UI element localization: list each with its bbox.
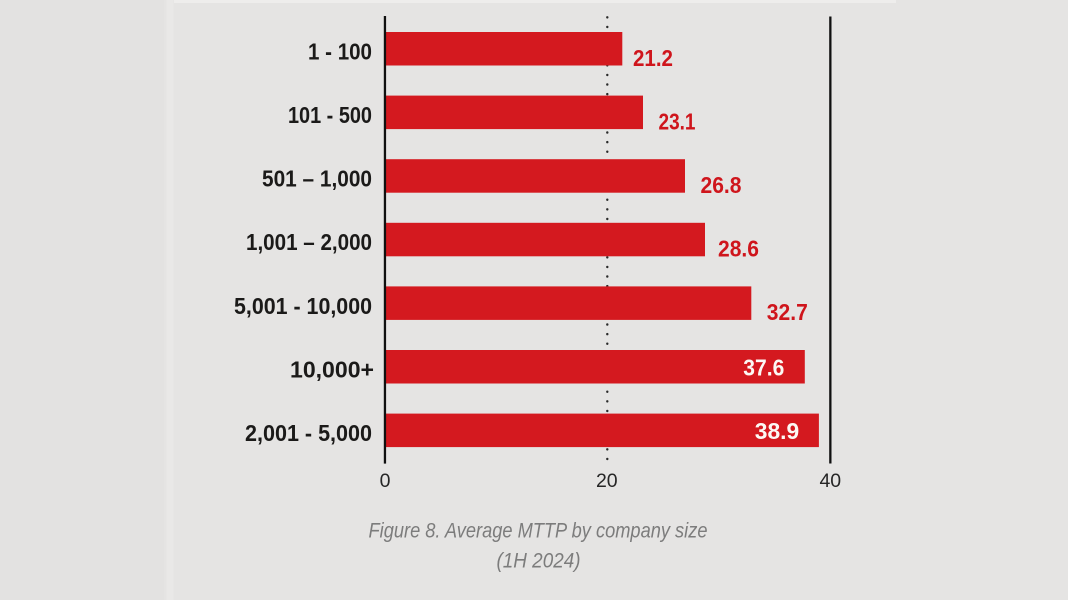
svg-text:(1H 2024): (1H 2024) xyxy=(497,549,581,573)
svg-text:26.8: 26.8 xyxy=(701,172,742,198)
svg-text:10,000+: 10,000+ xyxy=(290,356,374,382)
svg-text:501 – 1,000: 501 – 1,000 xyxy=(262,166,372,192)
svg-text:0: 0 xyxy=(380,470,391,492)
svg-text:32.7: 32.7 xyxy=(767,299,808,325)
svg-text:21.2: 21.2 xyxy=(633,45,673,71)
svg-text:1,001 – 2,000: 1,001 – 2,000 xyxy=(246,229,372,255)
svg-text:2,001 - 5,000: 2,001 - 5,000 xyxy=(245,420,372,446)
svg-text:37.6: 37.6 xyxy=(743,354,784,380)
svg-text:5,001 - 10,000: 5,001 - 10,000 xyxy=(234,293,372,319)
svg-text:38.9: 38.9 xyxy=(755,418,799,444)
svg-text:40: 40 xyxy=(819,470,841,492)
svg-text:23.1: 23.1 xyxy=(659,108,696,134)
svg-text:28.6: 28.6 xyxy=(718,236,759,262)
svg-text:101 - 500: 101 - 500 xyxy=(288,102,372,128)
svg-text:20: 20 xyxy=(596,470,618,492)
svg-text:1 - 100: 1 - 100 xyxy=(308,38,372,64)
svg-text:Figure 8. Average MTTP by comp: Figure 8. Average MTTP by company size xyxy=(369,519,708,543)
